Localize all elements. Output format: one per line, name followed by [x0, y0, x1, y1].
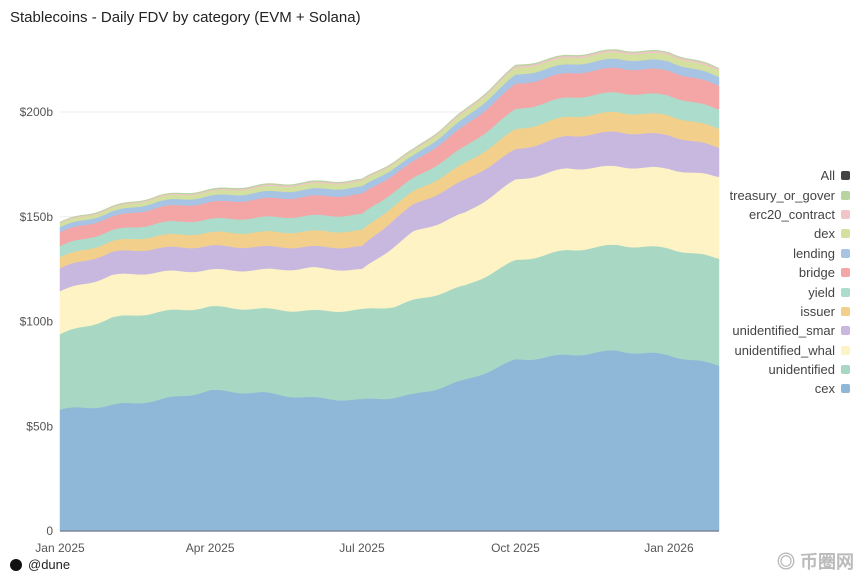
legend-swatch: [841, 306, 850, 316]
legend-swatch: [841, 345, 850, 355]
legend-label: unidentified_smar: [732, 323, 835, 339]
y-tick-label: $100b: [20, 315, 54, 329]
legend-label: bridge: [798, 265, 835, 281]
legend-label: dex: [814, 226, 835, 242]
legend-label: All: [820, 168, 835, 184]
legend-item-erc20_contract[interactable]: erc20_contract: [710, 205, 850, 224]
legend-label: cex: [814, 381, 835, 397]
y-tick-label: 0: [46, 524, 53, 538]
legend-swatch: [841, 326, 850, 336]
legend-label: erc20_contract: [749, 206, 835, 222]
y-tick-label: $200b: [20, 105, 54, 119]
legend-swatch: [841, 248, 850, 258]
legend-label: unidentified_whal: [734, 342, 835, 358]
x-tick-label: Jan 2026: [644, 541, 694, 555]
legend-swatch: [841, 209, 850, 219]
legend-label: yield: [808, 284, 835, 300]
y-tick-label: $150b: [20, 210, 54, 224]
x-tick-label: Jul 2025: [339, 541, 385, 555]
x-tick-label: Apr 2025: [186, 541, 235, 555]
legend-item-cex[interactable]: cex: [710, 379, 850, 398]
legend-swatch: [841, 190, 850, 200]
legend-item-dex[interactable]: dex: [710, 224, 850, 243]
dune-brand[interactable]: @dune: [10, 557, 70, 572]
legend-swatch: [841, 384, 850, 394]
legend-swatch: [841, 171, 850, 181]
legend-label: unidentified: [768, 362, 836, 378]
chart-title: Stablecoins - Daily FDV by category (EVM…: [10, 9, 361, 26]
legend-item-bridge[interactable]: bridge: [710, 263, 850, 282]
legend-swatch: [841, 287, 850, 297]
x-tick-label: Oct 2025: [491, 541, 540, 555]
legend-item-lending[interactable]: lending: [710, 244, 850, 263]
legend-label: treasury_or_gover: [729, 187, 836, 203]
legend-item-treasury_or_gover[interactable]: treasury_or_gover: [710, 185, 850, 204]
legend-swatch: [841, 268, 850, 278]
x-tick-label: Jan 2025: [35, 541, 85, 555]
legend-item-unidentified_smar[interactable]: unidentified_smar: [710, 321, 850, 340]
legend-label: issuer: [800, 303, 835, 319]
brand-label: @dune: [28, 557, 71, 572]
watermark-logo: ◎ 币圈网: [776, 552, 854, 572]
legend-item-yield[interactable]: yield: [710, 282, 850, 301]
legend-item-unidentified[interactable]: unidentified: [710, 360, 850, 379]
dune-logo-icon: [10, 558, 22, 571]
legend-item-unidentified_whal[interactable]: unidentified_whal: [710, 341, 850, 360]
y-tick-label: $50b: [26, 419, 53, 433]
area-treasury_or_government: [59, 49, 720, 223]
legend-item-issuer[interactable]: issuer: [710, 302, 850, 321]
legend-swatch: [841, 365, 850, 375]
legend-swatch: [841, 229, 850, 239]
legend-label: lending: [793, 245, 835, 261]
legend-item-All[interactable]: All: [710, 166, 850, 185]
